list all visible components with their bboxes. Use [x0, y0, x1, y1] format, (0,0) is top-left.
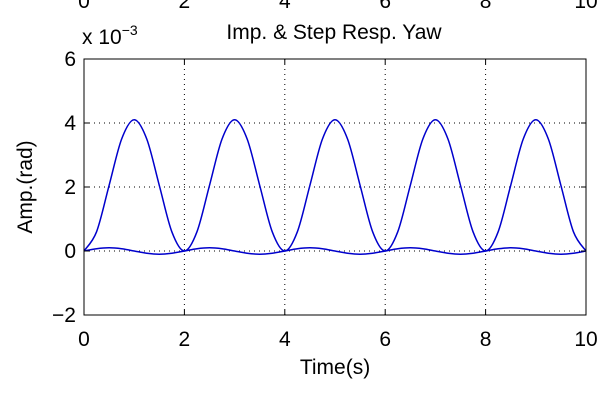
y-tick-label: 2 [64, 176, 76, 199]
y-tick-label: −2 [52, 304, 76, 327]
y-tick-label: 0 [64, 240, 76, 263]
x-tick-label: 8 [480, 328, 492, 351]
x-tick-label: 6 [379, 328, 391, 351]
plot-area [83, 58, 587, 316]
x-tick-labels: 0 2 4 6 8 10 [78, 328, 598, 351]
y-tick-label: 4 [64, 112, 76, 135]
x-tick-label: 2 [179, 328, 191, 351]
chart-title: Imp. & Step Resp. Yaw [226, 21, 442, 44]
x-tick-label: 4 [279, 328, 291, 351]
series-line-1 [83, 119, 587, 252]
y-tick-labels: −2 0 2 4 6 [52, 48, 76, 327]
series-line-2 [83, 247, 587, 255]
top-clipped-tick-label: 10 [574, 0, 597, 13]
x-axis-label: Time(s) [300, 356, 370, 379]
x-tick-label: 0 [78, 328, 90, 351]
top-clipped-tick-label: 4 [279, 0, 291, 13]
y-tick-label: 6 [64, 48, 76, 71]
axis-ticks [83, 58, 587, 316]
x-tick-label: 10 [574, 328, 597, 351]
top-clipped-tick-label: 2 [179, 0, 191, 13]
top-clipped-tick-label: 8 [480, 0, 492, 13]
y-exponent-power: −3 [122, 22, 138, 38]
series-lines [83, 119, 587, 255]
top-clipped-tick-label: 0 [78, 0, 90, 13]
y-exponent-base: x 10 [82, 26, 122, 49]
y-exponent-label: x 10−3 [82, 22, 138, 49]
top-clipped-tick-label: 6 [379, 0, 391, 13]
top-clipped-tick-labels: 0 2 4 6 8 10 [78, 0, 598, 13]
y-axis-label: Amp.(rad) [14, 140, 37, 233]
